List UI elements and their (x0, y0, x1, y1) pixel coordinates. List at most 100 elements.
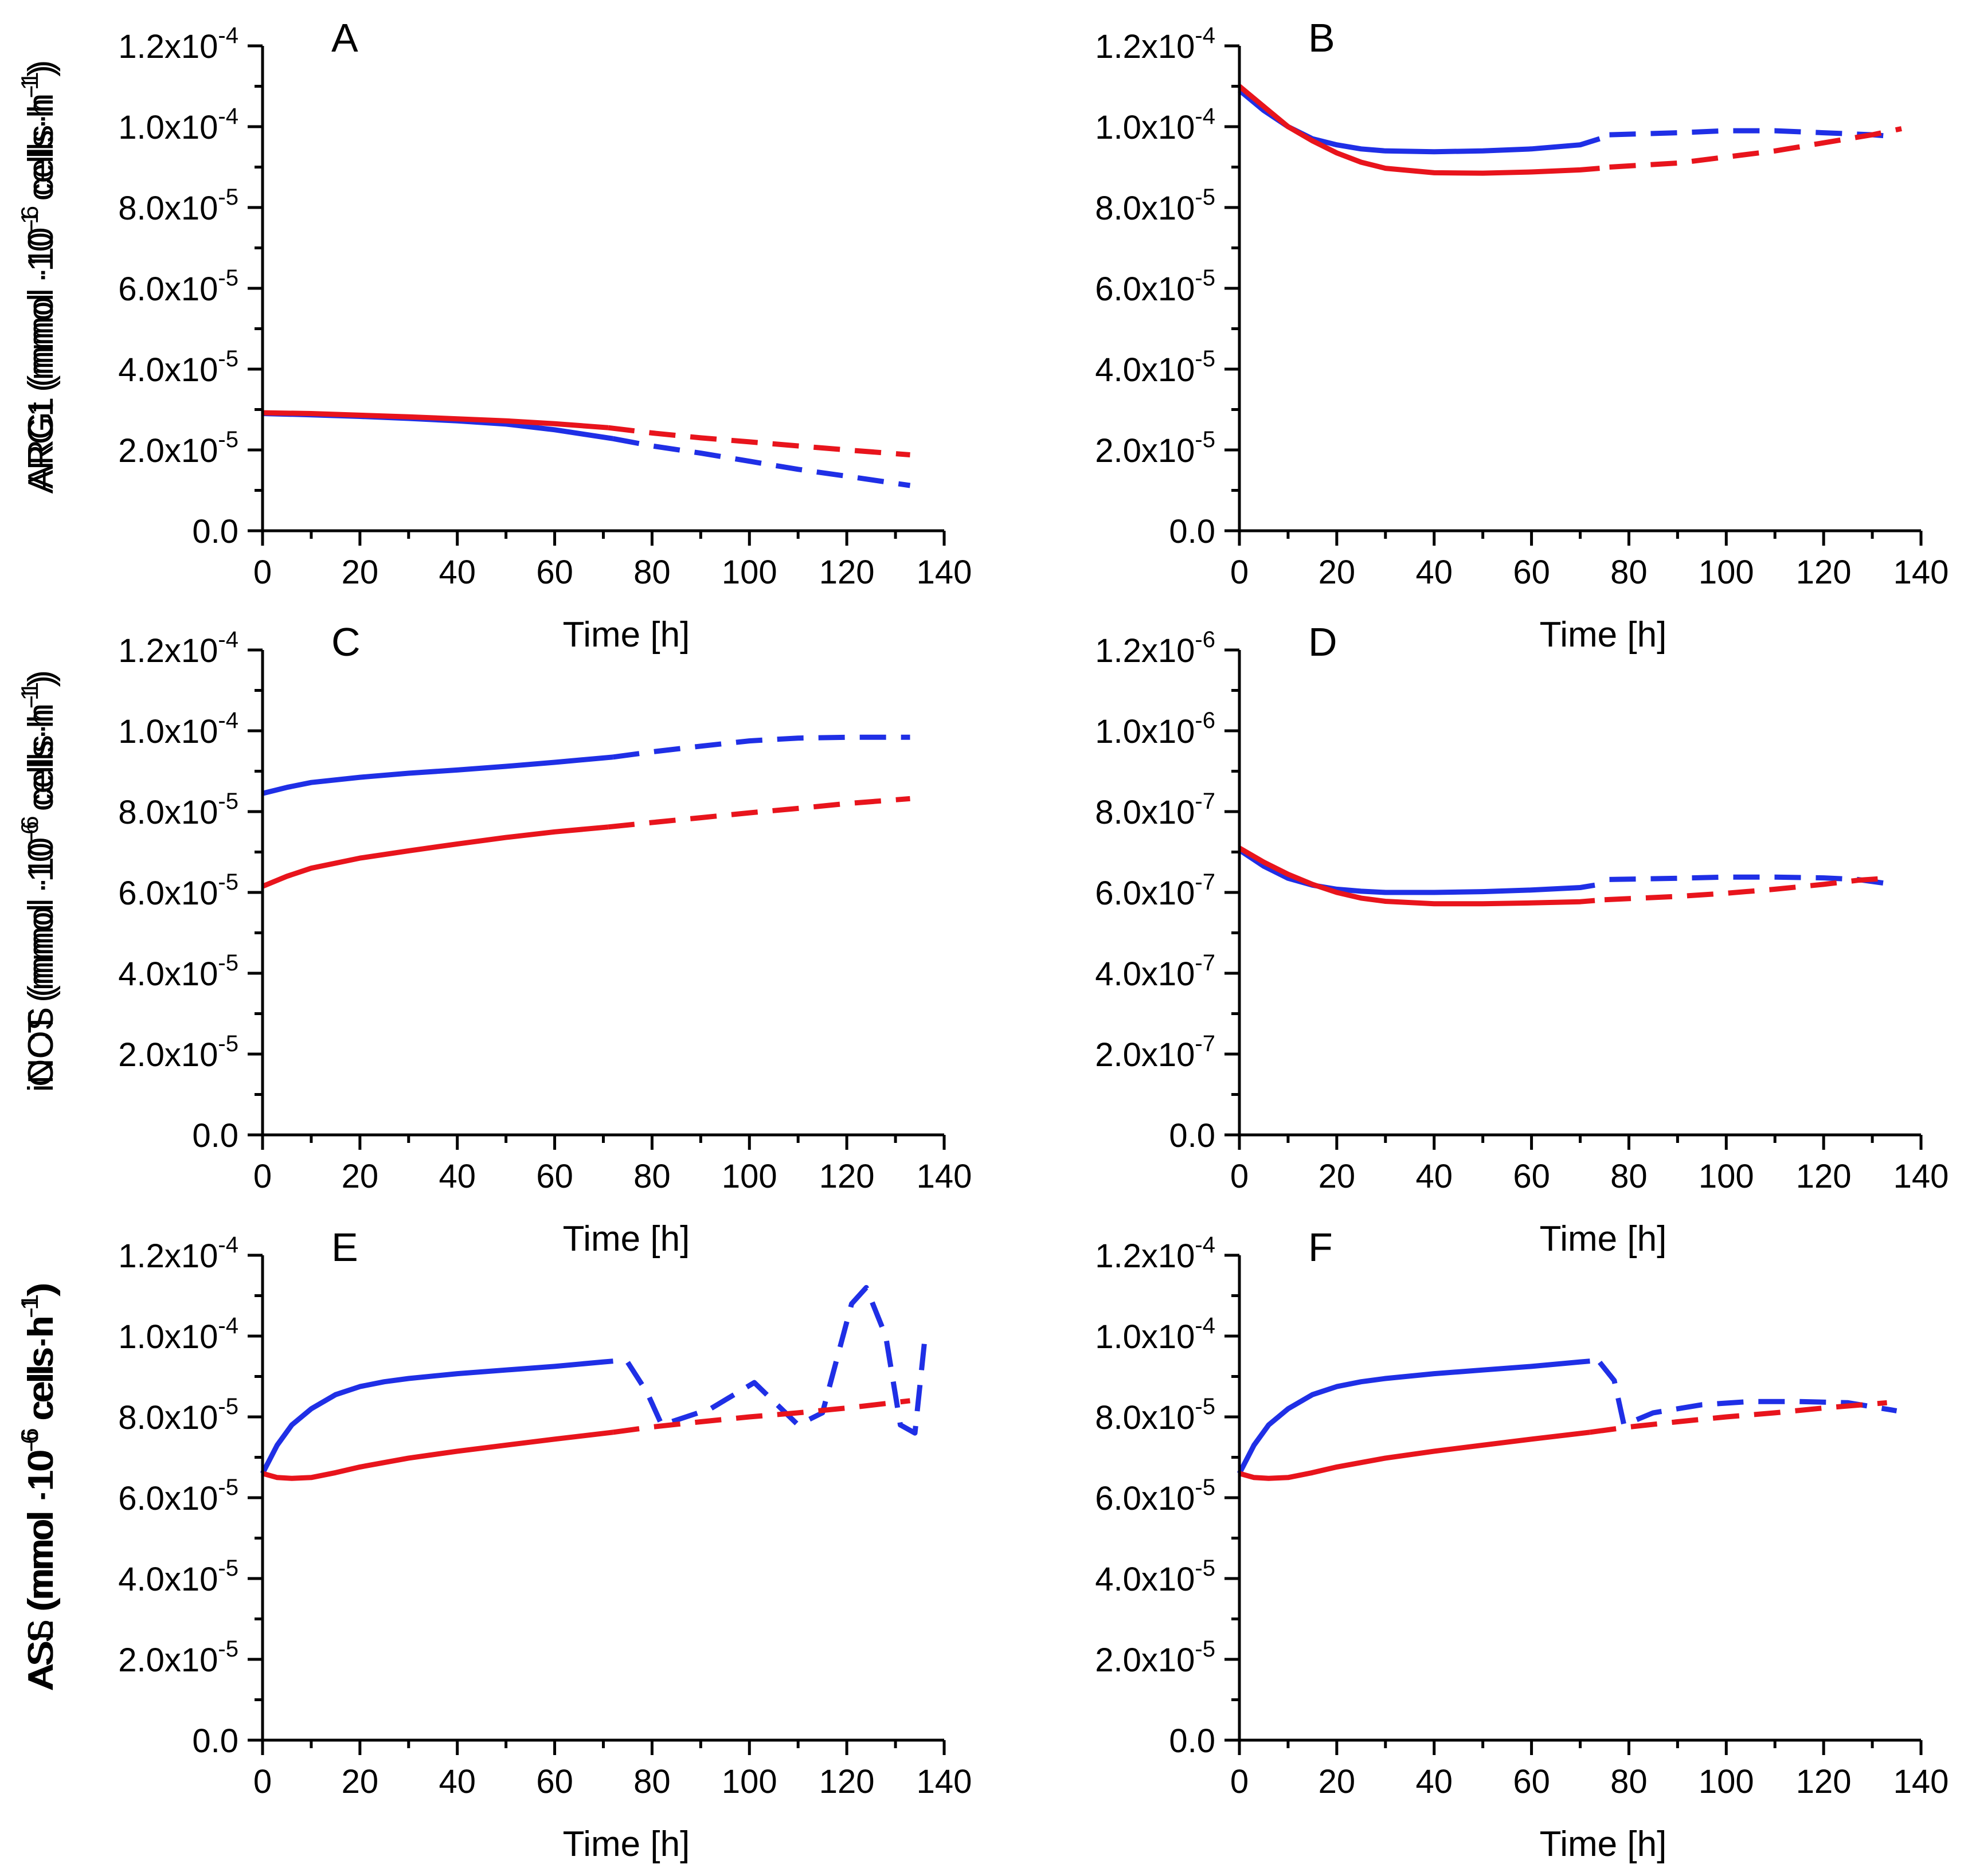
y-tick-mantissa: 1.2x10 (1095, 1237, 1195, 1275)
y-tick-exponent: -4 (1195, 104, 1215, 129)
x-tick-label-d: 100 (1699, 1158, 1754, 1195)
series-line-red-dashed-c (608, 796, 910, 830)
y-tick-mantissa: 2.0x10 (118, 1036, 218, 1074)
y-title-exponent: -1 (16, 211, 43, 232)
x-tick-label-e: 40 (439, 1763, 476, 1800)
x-tick-label-b: 20 (1319, 554, 1356, 591)
y-title-close: ) (21, 675, 61, 687)
y-tick-label-f: 8.0x10-5 (1095, 1394, 1215, 1436)
y-tick-mantissa: 6.0x10 (118, 271, 218, 308)
y-tick-exponent: -4 (1195, 1313, 1215, 1338)
x-axis-title-e: Time [h] (563, 1824, 690, 1864)
y-tick-exponent: -5 (1195, 265, 1215, 291)
x-tick-label-e: 120 (819, 1763, 875, 1800)
y-tick-exponent: -5 (1195, 427, 1215, 452)
y-axis-title-b: ARG1 (mmol ·10-6 cells·h-1) (16, 60, 61, 494)
y-tick-label-f: 4.0x10-5 (1095, 1556, 1215, 1598)
y-tick-label-d: 1.0x10-6 (1095, 708, 1215, 750)
series-line-blue-dashed-d (1609, 874, 1888, 886)
y-tick-label-d: 0.0 (1169, 1117, 1215, 1154)
x-tick-label-b: 80 (1610, 554, 1648, 591)
x-tick-label-f: 20 (1319, 1763, 1356, 1800)
y-tick-label-b: 0.0 (1169, 513, 1215, 550)
y-tick-label-b: 6.0x10-5 (1095, 265, 1215, 308)
x-tick-label-a: 120 (819, 554, 875, 591)
x-tick-label-a: 20 (342, 554, 379, 591)
y-tick-exponent: -5 (218, 185, 238, 210)
y-title-unit: cells·h (21, 1318, 61, 1431)
series-line-red-dashed-a (608, 425, 910, 457)
series-line-red-dashed-e (612, 1398, 911, 1435)
y-title-exponent: -6 (16, 821, 43, 843)
y-tick-mantissa: 8.0x10 (118, 190, 218, 227)
series-line-blue-dashed-a (612, 436, 911, 488)
x-tick-label-d: 0 (1230, 1158, 1249, 1195)
x-axis-title-d: Time [h] (1540, 1219, 1667, 1259)
series-line-blue-solid-b (1238, 88, 1601, 155)
y-tick-label-e: 0.0 (192, 1722, 238, 1760)
y-tick-label-e: 2.0x10-5 (118, 1636, 238, 1679)
x-tick-label-f: 0 (1230, 1763, 1249, 1800)
series-line-blue-solid-d (1238, 848, 1595, 895)
chart-panel-f: 0 20 40 60 80 100 120 1400.02.0x10-54.0x10-56.0… (16, 1225, 1949, 1864)
y-tick-label-c: 2.0x10-5 (118, 1031, 238, 1074)
x-axis-title-b: Time [h] (1540, 615, 1667, 655)
y-axis-title-a: ARGt (mmol ·10-1 cells·h-1) (16, 65, 61, 489)
y-tick-mantissa: 0.0 (1169, 1117, 1215, 1154)
x-tick-label-d: 140 (1893, 1158, 1949, 1195)
y-title-exponent: -1 (16, 77, 43, 98)
series-line-blue-solid-e (260, 1358, 613, 1475)
x-tick-label-d: 60 (1513, 1158, 1550, 1195)
y-tick-mantissa: 1.0x10 (118, 109, 218, 146)
y-tick-mantissa: 6.0x10 (1095, 1480, 1195, 1517)
y-tick-label-f: 1.0x10-4 (1095, 1313, 1215, 1356)
y-title-main: ARGt (mmol ·10 (21, 232, 61, 489)
y-tick-mantissa: 0.0 (192, 1117, 238, 1154)
y-tick-exponent: -5 (218, 1556, 238, 1581)
y-tick-exponent: -4 (218, 23, 238, 48)
y-tick-label-b: 2.0x10-5 (1095, 427, 1215, 469)
y-axis-title-f: ASL (mmol ·10 -6 cells·h-1) (16, 1285, 61, 1688)
x-tick-label-a: 140 (917, 554, 972, 591)
y-tick-exponent: -5 (218, 265, 238, 291)
y-tick-mantissa: 8.0x10 (1095, 794, 1195, 831)
y-title-unit: cells·h (21, 93, 61, 206)
x-tick-label-c: 60 (536, 1158, 573, 1195)
y-tick-label-a: 6.0x10-5 (118, 265, 238, 308)
y-tick-exponent: -5 (1195, 1636, 1215, 1662)
y-tick-label-c: 1.0x10-4 (118, 708, 238, 750)
y-tick-exponent: -4 (218, 708, 238, 733)
x-tick-label-b: 100 (1699, 554, 1754, 591)
x-tick-label-d: 80 (1610, 1158, 1648, 1195)
panel-label-d: D (1308, 620, 1337, 664)
y-tick-mantissa: 1.2x10 (118, 632, 218, 669)
series-line-red-solid-d (1238, 845, 1595, 907)
x-tick-label-b: 0 (1230, 554, 1249, 591)
y-tick-mantissa: 6.0x10 (118, 875, 218, 912)
y-tick-mantissa: 4.0x10 (1095, 1561, 1195, 1598)
chart-panel-d: 0 20 40 60 80 100 120 1400.02.0x10-74.0x10-76.0… (16, 620, 1949, 1259)
x-tick-label-c: 80 (633, 1158, 671, 1195)
y-tick-label-f: 0.0 (1169, 1722, 1215, 1760)
y-tick-mantissa: 4.0x10 (118, 1561, 218, 1598)
x-tick-label-a: 60 (536, 554, 573, 591)
y-tick-exponent: -7 (1195, 950, 1215, 976)
y-tick-mantissa: 2.0x10 (1095, 1036, 1195, 1074)
y-tick-exponent: -4 (1195, 1232, 1215, 1258)
y-tick-label-c: 1.2x10-4 (118, 627, 238, 669)
panel-label-c: C (331, 620, 361, 664)
y-tick-label-d: 8.0x10-7 (1095, 789, 1215, 831)
y-tick-exponent: -5 (1195, 1475, 1215, 1500)
series-line-red-solid-e (261, 1429, 614, 1481)
y-tick-mantissa: 8.0x10 (1095, 190, 1195, 227)
y-tick-mantissa: 6.0x10 (1095, 271, 1195, 308)
y-tick-mantissa: 2.0x10 (118, 1642, 218, 1679)
y-tick-exponent: -6 (1195, 627, 1215, 652)
y-tick-label-a: 4.0x10-5 (118, 346, 238, 389)
y-title-close: ) (21, 65, 61, 77)
y-tick-mantissa: 8.0x10 (118, 1399, 218, 1436)
y-tick-label-b: 1.2x10-4 (1095, 23, 1215, 65)
y-tick-mantissa: 4.0x10 (1095, 955, 1195, 993)
series-line-blue-dashed-f (1597, 1360, 1898, 1428)
